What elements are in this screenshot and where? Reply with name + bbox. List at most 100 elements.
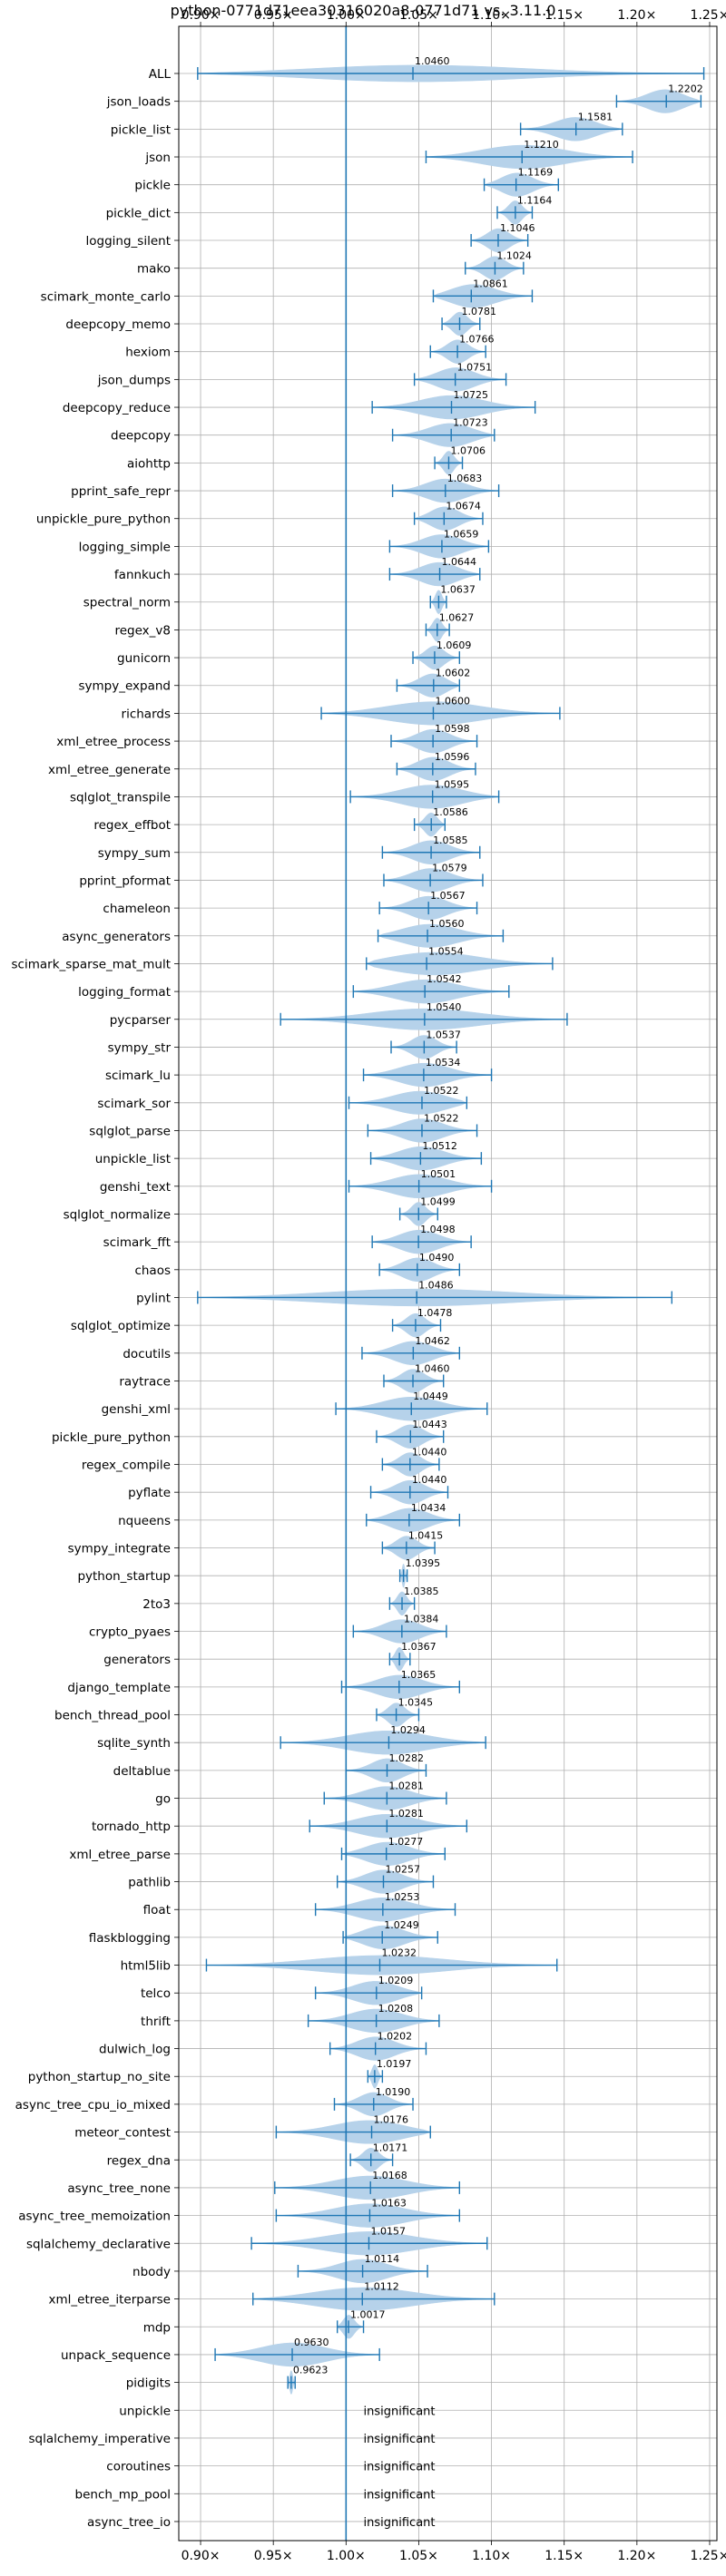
value-label: 1.0253 [385, 1891, 420, 1903]
x-tick-label-bottom: 1.25× [691, 2549, 726, 2563]
y-tick-label: aiohttp [127, 456, 171, 471]
value-label: 1.0157 [370, 2225, 406, 2237]
x-ticks-bottom: 0.90× 0.95× 1.00× 1.05× 1.10× 1.15× 1.20× 1.25× [182, 2541, 726, 2563]
y-tick-label: python_startup_no_site [28, 2070, 171, 2084]
y-tick-label: async_tree_memoization [18, 2210, 171, 2224]
value-label: 1.0490 [419, 1252, 455, 1264]
value-label: 1.0345 [398, 1697, 434, 1709]
value-label: 0.9623 [293, 2365, 329, 2376]
value-label: 1.0861 [473, 278, 508, 289]
y-tick-label: fannkuch [114, 568, 171, 582]
grid-layer [179, 26, 717, 2541]
value-label: 1.0385 [404, 1586, 439, 1597]
y-tick-label: thrift [141, 2015, 171, 2029]
insignificant-label: insignificant [364, 2461, 436, 2474]
value-label: 1.0281 [388, 1808, 424, 1820]
x-tick-label-bottom: 1.10× [472, 2549, 511, 2563]
value-label: 1.0706 [450, 444, 486, 456]
y-tick-label: pickle_dict [106, 206, 171, 220]
value-label: 0.9630 [294, 2337, 329, 2348]
y-tick-label: async_tree_io [87, 2515, 171, 2530]
value-label: 1.2202 [668, 83, 703, 95]
value-label: 1.0478 [417, 1307, 453, 1319]
value-label: 1.0602 [436, 668, 471, 679]
value-label: 1.0600 [435, 695, 470, 707]
y-tick-label: nqueens [118, 1514, 171, 1528]
y-tick-label: mako [137, 262, 171, 277]
x-tick-label-top: 1.05× [399, 8, 438, 23]
value-label: 1.0537 [426, 1029, 461, 1040]
y-tick-label: genshi_text [100, 1180, 171, 1195]
y-tick-label: pprint_safe_repr [71, 484, 171, 499]
y-tick-label: regex_effbot [93, 818, 171, 833]
y-tick-label: sympy_str [108, 1040, 172, 1055]
insignificant-label: insignificant [364, 2516, 436, 2530]
y-tick-label: go [155, 1792, 171, 1807]
x-tick-label-bottom: 0.90× [182, 2549, 221, 2563]
x-tick-label-top: 1.25× [691, 8, 726, 23]
value-label: 1.0512 [422, 1140, 457, 1152]
value-label: 1.0560 [429, 918, 465, 930]
value-label: 1.0112 [364, 2281, 399, 2293]
insignificant-label: insignificant [364, 2405, 436, 2418]
value-label: 1.0282 [389, 1752, 425, 1764]
value-label: 1.0232 [381, 1947, 417, 1959]
x-tick-label-top: 1.00× [327, 8, 366, 23]
value-label: 1.0202 [378, 2031, 413, 2043]
value-label: 1.0554 [428, 945, 464, 957]
y-tick-label: xml_etree_parse [69, 1848, 171, 1862]
plot-frame [178, 25, 718, 2542]
y-tick-label: scimark_sor [97, 1097, 171, 1111]
value-label: 1.0197 [377, 2058, 412, 2070]
value-label: 1.0522 [424, 1085, 459, 1097]
y-tick-label: pprint_pformat [79, 873, 171, 888]
x-tick-label-bottom: 0.95× [254, 2549, 293, 2563]
x-tick-label-bottom: 1.15× [544, 2549, 584, 2563]
y-tick-label: json_loads [106, 95, 171, 110]
y-tick-label: sqlalchemy_imperative [29, 2432, 172, 2446]
value-label: 1.0277 [388, 1836, 424, 1848]
y-tick-label: meteor_contest [74, 2126, 171, 2141]
y-tick-label: async_tree_cpu_io_mixed [15, 2098, 171, 2113]
y-tick-label: sqlglot_optimize [71, 1319, 171, 1333]
y-tick-label: logging_format [78, 985, 171, 1000]
y-tick-label: scimark_monte_carlo [41, 289, 171, 304]
x-tick-label-top: 1.15× [544, 8, 584, 23]
value-label: 1.0257 [386, 1864, 421, 1876]
value-label: 1.0725 [454, 389, 488, 401]
value-label: 1.0367 [401, 1641, 437, 1653]
y-tick-label: 2to3 [142, 1597, 171, 1612]
value-label: 1.0659 [444, 528, 479, 540]
value-label: 1.0440 [412, 1447, 447, 1459]
value-label: 1.0449 [413, 1390, 448, 1402]
x-tick-label-top: 0.95× [254, 8, 293, 23]
y-tick-label: pathlib [128, 1876, 171, 1890]
y-tick-label: regex_compile [82, 1459, 171, 1473]
value-label: 1.0609 [437, 639, 472, 651]
y-tick-label: docutils [123, 1347, 171, 1361]
y-tick-label: unpack_sequence [61, 2348, 171, 2363]
y-tick-label: deepcopy [111, 429, 171, 444]
value-label: 1.0176 [374, 2114, 409, 2126]
y-tick-label: gunicorn [117, 651, 171, 666]
value-label: 1.0171 [373, 2142, 408, 2153]
y-tick-label: coroutines [106, 2460, 171, 2474]
y-tick-label: deltablue [113, 1764, 171, 1779]
x-tick-label-bottom: 1.05× [399, 2549, 438, 2563]
y-tick-label: async_generators [62, 930, 171, 944]
y-tick-label: tornado_http [92, 1820, 171, 1834]
y-tick-label: unpickle_list [95, 1152, 171, 1166]
value-label: 1.0163 [371, 2198, 407, 2210]
y-tick-label: sympy_integrate [68, 1542, 171, 1556]
value-label: 1.0683 [447, 473, 483, 484]
value-label: 1.0595 [435, 778, 470, 790]
value-label: 1.0294 [390, 1724, 426, 1736]
y-tick-label: ALL [149, 67, 172, 82]
value-label: 1.0499 [420, 1195, 456, 1207]
y-tick-label: genshi_xml [102, 1402, 171, 1417]
value-label: 1.0534 [426, 1057, 461, 1068]
value-label: 1.0434 [411, 1502, 446, 1514]
y-tick-label: generators [103, 1653, 171, 1667]
